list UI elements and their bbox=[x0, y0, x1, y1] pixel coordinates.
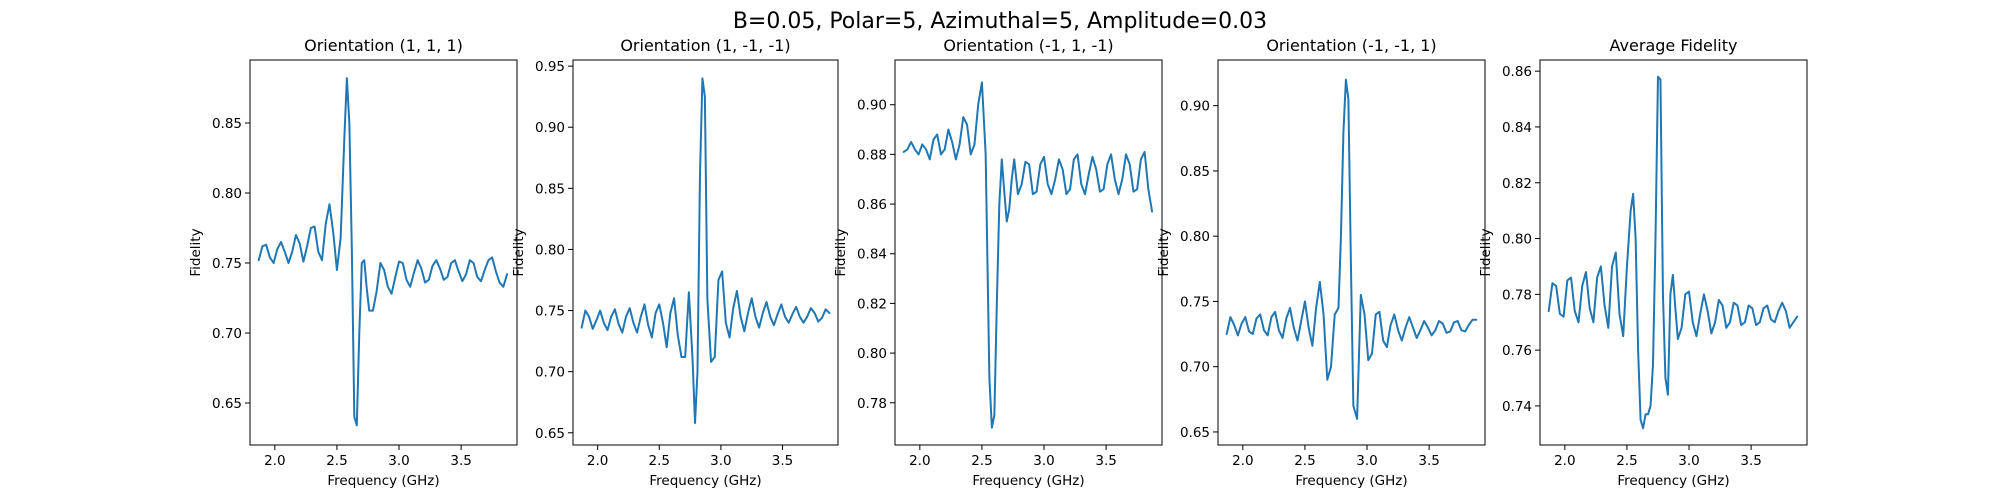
figure-suptitle: B=0.05, Polar=5, Azimuthal=5, Amplitude=… bbox=[733, 9, 1267, 34]
y-tick-label: 0.78 bbox=[857, 396, 887, 412]
x-axis-label: Frequency (GHz) bbox=[972, 473, 1084, 489]
y-tick-label: 0.75 bbox=[212, 256, 242, 272]
plot-frame bbox=[894, 59, 1163, 446]
y-axis-label: Fidelity bbox=[1478, 228, 1494, 276]
y-tick-label: 0.70 bbox=[535, 365, 565, 381]
chart-panels: Orientation (1, 1, 1) 2.0 2.5 3.0 3.5 0.65 0.7… bbox=[188, 36, 1808, 489]
x-tick-label: 2.5 bbox=[649, 453, 670, 469]
y-tick-label: 0.95 bbox=[535, 59, 565, 75]
y-tick-label: 0.80 bbox=[1180, 229, 1210, 245]
y-tick-label: 0.82 bbox=[1502, 176, 1532, 192]
y-axis-label: Fidelity bbox=[188, 228, 204, 276]
series-line-1 bbox=[257, 77, 509, 427]
series-line-1 bbox=[1225, 78, 1478, 420]
x-tick-label: 3.0 bbox=[1033, 453, 1054, 469]
chart-panel-1: Orientation (1, 1, 1) 2.0 2.5 3.0 3.5 0.65 0.7… bbox=[188, 36, 518, 489]
y-axis-label: Fidelity bbox=[833, 228, 849, 276]
y-tick-label: 0.84 bbox=[1502, 120, 1532, 136]
x-axis-label: Frequency (GHz) bbox=[1617, 473, 1729, 489]
x-axis-label: Frequency (GHz) bbox=[649, 473, 761, 489]
panel-title: Orientation (1, 1, 1) bbox=[304, 36, 463, 55]
y-tick-label: 0.90 bbox=[1180, 99, 1210, 115]
chart-panel-3: Orientation (-1, 1, -1) 2.0 2.5 3.0 3.5 0.78 0… bbox=[833, 36, 1163, 489]
x-tick-label: 3.5 bbox=[1095, 453, 1116, 469]
y-tick-label: 0.65 bbox=[212, 396, 242, 412]
y-tick-label: 0.80 bbox=[212, 186, 242, 202]
plot-frame bbox=[1217, 59, 1486, 446]
plot-frame bbox=[249, 59, 518, 446]
y-axis-label: Fidelity bbox=[1156, 228, 1172, 276]
y-tick-label: 0.80 bbox=[535, 242, 565, 258]
y-tick-label: 0.65 bbox=[1180, 425, 1210, 441]
x-tick-label: 2.0 bbox=[909, 453, 930, 469]
x-axis-label: Frequency (GHz) bbox=[327, 473, 439, 489]
plot-frame bbox=[1539, 59, 1808, 446]
y-axis-label: Fidelity bbox=[511, 228, 527, 276]
y-tick-label: 0.85 bbox=[1180, 164, 1210, 180]
series-line-1 bbox=[902, 81, 1154, 429]
panel-title: Average Fidelity bbox=[1610, 36, 1738, 55]
x-tick-label: 3.0 bbox=[710, 453, 731, 469]
y-tick-label: 0.85 bbox=[212, 116, 242, 132]
y-tick-label: 0.80 bbox=[857, 346, 887, 362]
y-tick-label: 0.86 bbox=[1502, 64, 1532, 80]
x-tick-label: 3.5 bbox=[450, 453, 471, 469]
y-tick-label: 0.82 bbox=[857, 296, 887, 312]
y-tick-label: 0.90 bbox=[535, 120, 565, 136]
y-tick-label: 0.86 bbox=[857, 197, 887, 213]
panel-title: Orientation (-1, -1, 1) bbox=[1266, 36, 1436, 55]
x-tick-label: 2.0 bbox=[1554, 453, 1575, 469]
y-tick-label: 0.84 bbox=[857, 247, 887, 263]
y-tick-label: 0.78 bbox=[1502, 287, 1532, 303]
chart-panel-5: Average Fidelity 2.0 2.5 3.0 3.5 0.74 0.76 0.78… bbox=[1478, 36, 1808, 489]
x-tick-label: 3.5 bbox=[1740, 453, 1761, 469]
y-tick-label: 0.88 bbox=[857, 147, 887, 163]
x-tick-label: 2.0 bbox=[1232, 453, 1253, 469]
x-tick-label: 2.5 bbox=[1616, 453, 1637, 469]
y-tick-label: 0.70 bbox=[1180, 360, 1210, 376]
x-tick-label: 2.0 bbox=[587, 453, 608, 469]
y-tick-label: 0.80 bbox=[1502, 232, 1532, 248]
y-tick-label: 0.75 bbox=[1180, 294, 1210, 310]
x-tick-label: 2.5 bbox=[971, 453, 992, 469]
y-tick-label: 0.85 bbox=[535, 181, 565, 197]
y-tick-label: 0.76 bbox=[1502, 343, 1532, 359]
x-tick-label: 3.5 bbox=[1418, 453, 1439, 469]
x-tick-label: 2.0 bbox=[264, 453, 285, 469]
x-tick-label: 2.5 bbox=[1294, 453, 1315, 469]
y-tick-label: 0.75 bbox=[535, 304, 565, 320]
y-tick-label: 0.90 bbox=[857, 98, 887, 114]
x-tick-label: 3.0 bbox=[1678, 453, 1699, 469]
panel-title: Orientation (-1, 1, -1) bbox=[943, 36, 1113, 55]
y-tick-label: 0.74 bbox=[1502, 399, 1532, 415]
series-line-1 bbox=[1547, 75, 1799, 430]
x-tick-label: 3.5 bbox=[772, 453, 793, 469]
panel-title: Orientation (1, -1, -1) bbox=[620, 36, 790, 55]
x-axis-label: Frequency (GHz) bbox=[1295, 473, 1407, 489]
y-tick-label: 0.70 bbox=[212, 326, 242, 342]
series-line-1 bbox=[580, 77, 831, 424]
x-tick-label: 2.5 bbox=[326, 453, 347, 469]
x-tick-label: 3.0 bbox=[388, 453, 409, 469]
chart-panel-4: Orientation (-1, -1, 1) 2.0 2.5 3.0 3.5 0.65 0… bbox=[1156, 36, 1486, 489]
y-tick-label: 0.65 bbox=[535, 426, 565, 442]
x-tick-label: 3.0 bbox=[1356, 453, 1377, 469]
plot-frame bbox=[572, 59, 839, 446]
chart-panel-2: Orientation (1, -1, -1) 2.0 2.5 3.0 3.5 0.65 0… bbox=[511, 36, 839, 489]
